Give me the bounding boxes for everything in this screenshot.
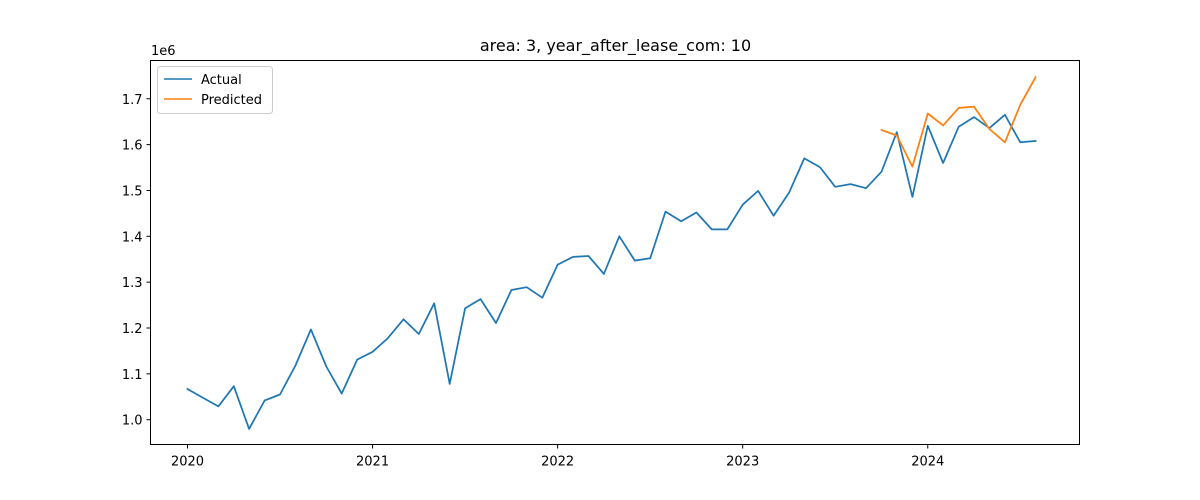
x-tick-label: 2020: [171, 455, 204, 470]
legend-label-actual: Actual: [201, 73, 242, 88]
y-tick-label: 1.2: [122, 322, 143, 337]
legend-label-predicted: Predicted: [201, 93, 262, 108]
x-tick-label: 2023: [726, 455, 759, 470]
y-tick-label: 1.1: [122, 368, 143, 383]
x-tick-label: 2024: [911, 455, 944, 470]
y-tick-label: 1.3: [122, 276, 143, 291]
chart-title: area: 3, year_after_lease_com: 10: [480, 36, 751, 56]
y-tick-label: 1.0: [122, 414, 143, 429]
y-tick-label: 1.6: [122, 139, 143, 154]
y-tick-label: 1.4: [122, 230, 143, 245]
y-tick-label: 1.7: [122, 93, 143, 108]
y-offset-label: 1e6: [151, 44, 176, 59]
x-tick-label: 2021: [356, 455, 389, 470]
y-tick-label: 1.5: [122, 184, 143, 199]
legend: Actual Predicted: [158, 67, 273, 114]
x-tick-label: 2022: [541, 455, 574, 470]
